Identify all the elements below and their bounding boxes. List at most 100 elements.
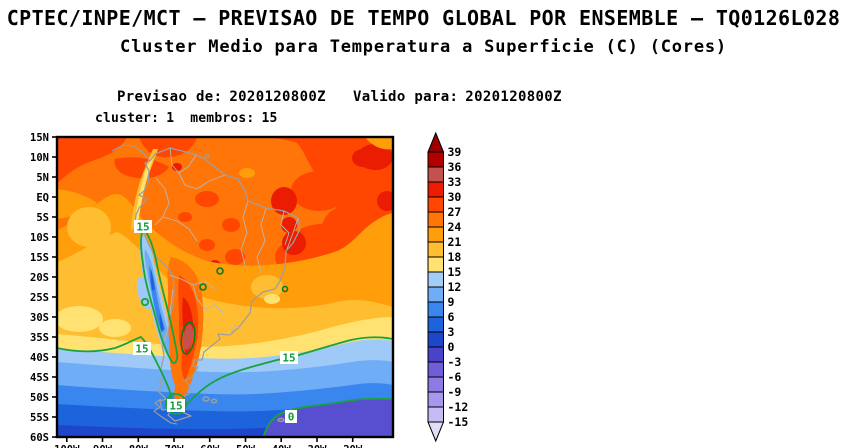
colorbar-segment: [427, 361, 444, 378]
colorbar-segment: [427, 151, 444, 168]
lat-tick-label: 10S: [30, 232, 49, 244]
colorbar-label: 9: [448, 295, 455, 309]
colorbar-arrow-down: [427, 421, 445, 443]
tongue-33-36-core: [183, 324, 193, 350]
coastline-fjords: [153, 398, 178, 425]
island-falkland-a: [202, 396, 210, 402]
colorbar-label: 30: [448, 190, 462, 204]
lon-tick-label: 40W: [272, 444, 292, 448]
contour-15-andes-loop: [140, 227, 179, 364]
colorbar: 39 36 33 30 27 24 21 18 15 12 9 6 3 0 -3…: [427, 131, 469, 443]
lat-tick-label: 60S: [30, 432, 49, 444]
colorbar-label: 12: [448, 280, 462, 294]
border-9: [161, 288, 174, 346]
cluster-value: 1: [166, 111, 175, 126]
contour-label-box: [134, 220, 152, 233]
island-south-georgia: [277, 417, 285, 423]
island-trinidad: [204, 153, 210, 159]
contour-15-zonal-east: [181, 336, 393, 411]
contour-label: 15: [282, 352, 295, 365]
contour-15-small-ring: [140, 297, 150, 307]
contour-15-tip-ring: [165, 393, 187, 415]
border-5: [240, 200, 249, 266]
strip-coastal-pocket: [136, 276, 154, 310]
lon-tick-label: 50W: [236, 444, 256, 448]
border-6: [256, 207, 267, 274]
contour-label-box: [280, 351, 298, 364]
lon-tick-labels: 100W 90W 80W 70W 60W 50W 40W 30W 20W: [54, 444, 363, 448]
contour-labels: 15 15 15 15 0: [133, 220, 298, 424]
colorbar-segment: [427, 226, 444, 243]
border-3: [154, 176, 170, 226]
golden-pocket-se: [251, 275, 283, 299]
colorbar-segment: [427, 301, 444, 318]
lat-tick-labels: 15N 10N 5N EQ 5S 10S 15S 20S 25S 30S 35S…: [30, 132, 49, 444]
colorbar-label: -6: [448, 370, 462, 384]
colorbar-label: 27: [448, 205, 462, 219]
colorbar-label: 36: [448, 160, 462, 174]
lon-tick-label: 70W: [165, 444, 185, 448]
contour-label-box: [133, 342, 151, 355]
andes-cold-strip: [136, 233, 175, 361]
colorbar-label: -12: [448, 400, 469, 414]
colorbar-segment: [427, 316, 444, 333]
lat-tick-label: 5S: [36, 212, 49, 224]
contour-label: 0: [288, 411, 295, 424]
colorbar-label: 21: [448, 235, 462, 249]
contour-label: 15: [136, 221, 149, 234]
contour-ring-ne-1: [216, 267, 224, 275]
colorbar-segment: [427, 241, 444, 258]
golden-pocket-peru: [67, 207, 111, 247]
map-art: 15 15 15 15 0: [57, 137, 393, 437]
strip-3-6-b: [159, 313, 164, 331]
border-4: [162, 216, 198, 242]
band-below-0: [263, 398, 393, 437]
pale-pocket-2: [99, 319, 131, 337]
colorbar-label: -9: [448, 385, 462, 399]
country-borders: [154, 147, 299, 346]
page-title: CPTEC/INPE/MCT — PREVISAO DE TEMPO GLOBA…: [6, 6, 841, 30]
border-2: [178, 172, 226, 190]
border-12: [286, 217, 299, 250]
page-subtitle: Cluster Medio para Temperatura a Superfi…: [120, 37, 727, 57]
colorbar-label: 18: [448, 250, 462, 264]
colorbar-segment: [427, 196, 444, 213]
coastline-panama: [111, 144, 151, 162]
map-border: [55, 135, 395, 439]
lat-tick-label: 25S: [30, 292, 49, 304]
colorbar-label: 6: [448, 310, 455, 324]
contour-ring-ne-3: [281, 285, 289, 293]
strip-3-6-a: [150, 269, 155, 291]
colorbar-label: 33: [448, 175, 462, 189]
colorbar-label: 0: [448, 340, 455, 354]
colorbar-segment: [427, 271, 444, 288]
cluster-members-line: cluster: 1 membros: 15: [95, 111, 278, 126]
lat-tick-label: 35S: [30, 332, 49, 344]
lat-tick-label: 20S: [30, 272, 49, 284]
colorbar-segments: [427, 151, 444, 423]
lat-tick-label: 45S: [30, 372, 49, 384]
lat-tick-label: 50S: [30, 392, 49, 404]
contour-0-line: [262, 397, 393, 437]
contour-label: 15: [135, 343, 148, 356]
border-10: [229, 324, 242, 336]
valid-label: Valido para:: [352, 89, 459, 105]
colorbar-segment: [427, 256, 444, 273]
lat-tick-label: 10N: [30, 152, 49, 164]
lon-tick-label: 80W: [129, 444, 149, 448]
map-panel: 15 15 15 15 0: [30, 132, 395, 448]
temperature-map-figure: 15 15 15 15 0: [30, 131, 469, 448]
colorbar-labels: 39 36 33 30 27 24 21 18 15 12 9 6 3 0 -3…: [448, 145, 469, 429]
contour-ring-ne-2: [199, 283, 207, 291]
pale-pocket-1: [57, 306, 103, 332]
colorbar-segment: [427, 211, 444, 228]
contour-label-box: [285, 410, 297, 423]
forecast-label: Previsao de:: [117, 89, 223, 105]
colorbar-segment: [427, 331, 444, 348]
lon-tick-label: 100W: [54, 444, 80, 448]
colorbar-segment: [427, 286, 444, 303]
lon-tick-label: 60W: [200, 444, 220, 448]
border-8: [192, 284, 224, 314]
colorbar-segment: [427, 166, 444, 183]
